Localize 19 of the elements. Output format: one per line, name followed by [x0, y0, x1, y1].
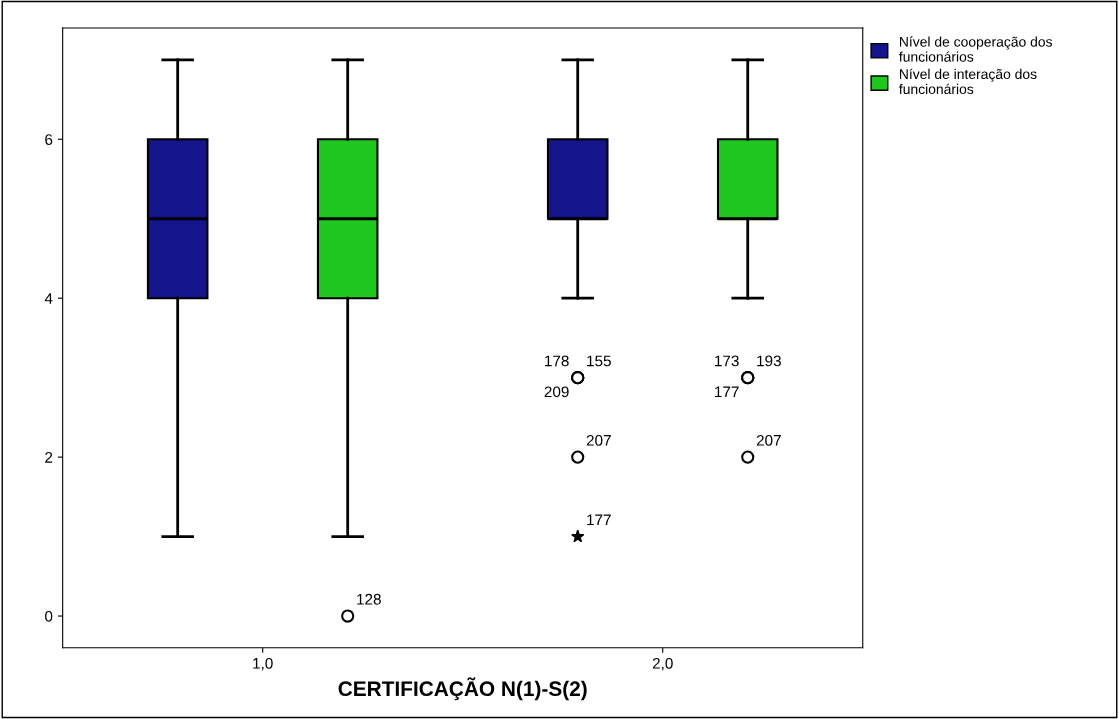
- annotation: 209: [544, 386, 569, 398]
- annotation: 207: [586, 434, 611, 446]
- annotation: 178: [545, 355, 569, 367]
- y-tick-label: 2: [45, 451, 53, 463]
- x-tick-label: 2,0: [652, 657, 673, 671]
- annotation: 177: [715, 386, 739, 398]
- annotation: 207: [756, 434, 781, 446]
- legend-label: Nível de cooperação dos funcionários: [899, 36, 1052, 62]
- annotation: 177: [587, 514, 611, 526]
- annotation: 155: [587, 355, 611, 367]
- x-axis-title: CERTIFICAÇÃO N(1)-S(2): [338, 677, 587, 701]
- y-tick-label: 0: [45, 610, 53, 622]
- annotation: 173: [715, 355, 739, 367]
- annotation: 193: [757, 355, 781, 367]
- y-tick-label: 6: [45, 134, 53, 145]
- x-tick-label: 1,0: [253, 657, 273, 671]
- legend-label: Nível de interação dos funcionários: [899, 68, 1037, 95]
- annotation: 128: [357, 593, 381, 605]
- y-tick-label: 4: [44, 293, 53, 304]
